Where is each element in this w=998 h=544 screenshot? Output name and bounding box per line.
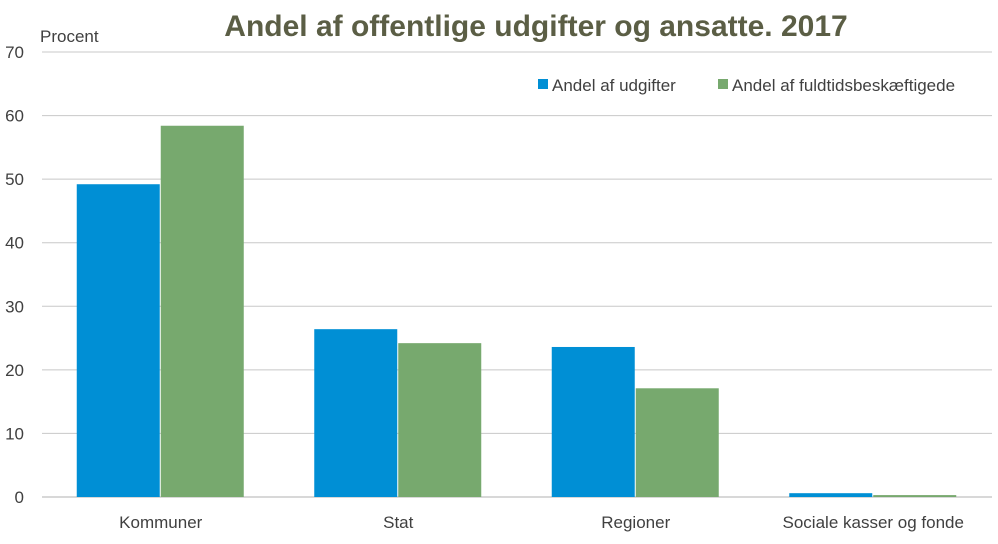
legend-label: Andel af udgifter: [552, 76, 676, 95]
y-tick-label: 0: [15, 488, 24, 507]
legend-swatch: [718, 79, 728, 89]
bar-fuldtidsbeskaeftigede: [635, 388, 719, 497]
x-category-label: Sociale kasser og fonde: [783, 513, 964, 532]
y-tick-label: 70: [5, 43, 24, 62]
y-axis-ticks: 0 10 20 30 40 50 60 70: [5, 43, 24, 507]
bar-fuldtidsbeskaeftigede: [873, 495, 957, 497]
y-tick-label: 50: [5, 170, 24, 189]
y-tick-label: 10: [5, 424, 24, 443]
legend-label: Andel af fuldtidsbeskæftigede: [732, 76, 955, 95]
x-category-label: Kommuner: [119, 513, 202, 532]
y-tick-label: 60: [5, 107, 24, 126]
bar-fuldtidsbeskaeftigede: [398, 343, 482, 497]
y-tick-label: 30: [5, 297, 24, 316]
y-axis-label: Procent: [40, 27, 99, 46]
x-category-label: Regioner: [601, 513, 670, 532]
x-axis-categories: Kommuner Stat Regioner Sociale kasser og fo…: [119, 513, 964, 532]
bars: [76, 125, 957, 497]
y-tick-label: 40: [5, 234, 24, 253]
legend-swatch: [538, 79, 548, 89]
y-tick-label: 20: [5, 361, 24, 380]
bar-udgifter: [76, 184, 160, 497]
chart-title: Andel af offentlige udgifter og ansatte.…: [224, 10, 847, 43]
bar-udgifter: [314, 329, 398, 497]
bar-udgifter: [789, 493, 873, 497]
bar-udgifter: [551, 346, 635, 497]
bar-fuldtidsbeskaeftigede: [160, 125, 244, 497]
legend: Andel af udgifter Andel af fuldtidsbeskæf…: [538, 76, 955, 95]
x-category-label: Stat: [383, 513, 414, 532]
